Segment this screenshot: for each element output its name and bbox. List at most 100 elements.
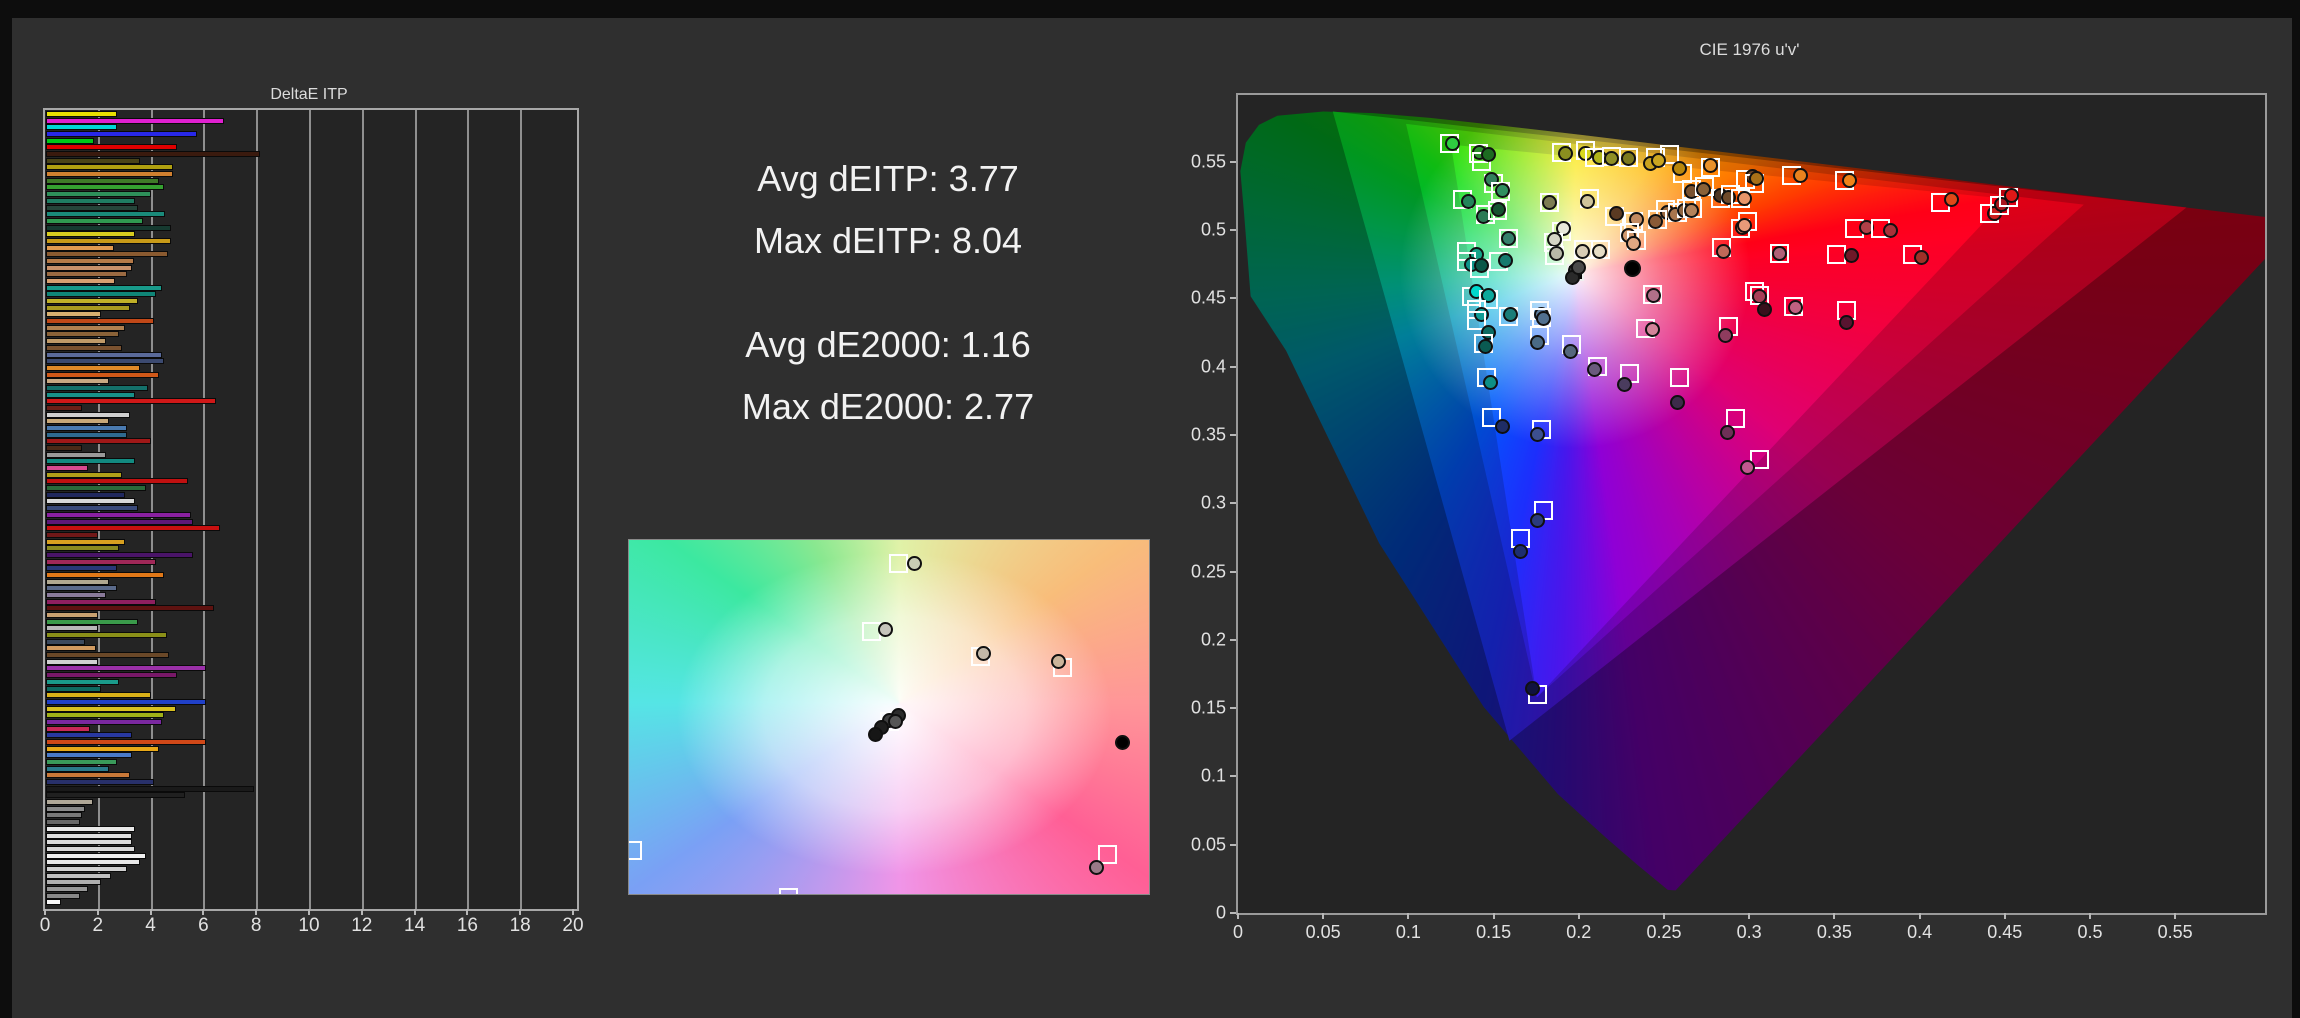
bar (46, 338, 107, 345)
target-square (1482, 407, 1502, 427)
tick-mark (1230, 365, 1236, 368)
bar (46, 224, 171, 231)
gridline (203, 110, 206, 909)
bar (46, 819, 80, 826)
bar (46, 498, 136, 505)
bar (46, 879, 101, 886)
bar (46, 144, 178, 151)
bar (46, 892, 80, 899)
bar (46, 424, 128, 431)
axis-tick-label: 12 (351, 915, 373, 936)
bar (46, 779, 154, 786)
measured-point (1530, 427, 1546, 443)
bar (46, 738, 207, 745)
bar (46, 117, 224, 124)
bar (46, 652, 170, 659)
measured-point (1603, 151, 1619, 167)
bar (46, 852, 146, 859)
bar (46, 384, 149, 391)
tick-mark (255, 909, 258, 915)
tick-mark (1230, 229, 1236, 231)
measured-point (1475, 208, 1491, 224)
bar (46, 592, 107, 598)
axis-tick-label: 0 (39, 915, 51, 936)
target-square (629, 841, 642, 860)
bar (46, 304, 130, 311)
bar (46, 672, 178, 679)
tick-mark (2003, 913, 2006, 919)
bar (46, 371, 159, 378)
tick-mark (1322, 913, 1325, 919)
max-deitp-value: Max dEITP: 8.04 (753, 220, 1023, 261)
bar (46, 618, 138, 625)
axis-tick-label: 0.45 (1190, 287, 1226, 308)
bar (46, 431, 128, 438)
bar (46, 545, 120, 552)
target-square (1540, 193, 1560, 213)
tick-mark (1748, 913, 1751, 919)
bar (46, 311, 101, 318)
bar (46, 839, 133, 846)
bar (46, 785, 254, 792)
max-de2000-value: Max dE2000: 2.77 (741, 386, 1035, 427)
bar (46, 565, 117, 572)
tick-mark (2174, 913, 2177, 919)
bar (46, 445, 83, 452)
measured-point (1530, 513, 1546, 529)
bar (46, 344, 122, 351)
cie-chart-title: CIE 1976 u'v' (1699, 40, 1800, 59)
bar (46, 505, 138, 512)
measured-point (1491, 202, 1507, 217)
axis-tick-label: 8 (250, 915, 262, 936)
measured-point (1748, 170, 1764, 186)
measured-point (1843, 248, 1859, 264)
gridline (520, 110, 523, 909)
measured-point (1716, 244, 1732, 260)
measured-point (1772, 245, 1788, 261)
bar (46, 184, 165, 191)
bar (46, 485, 146, 492)
bar (46, 364, 141, 371)
bar (46, 538, 125, 545)
measured-point (1913, 249, 1929, 265)
target-square (1726, 409, 1746, 428)
bar (46, 111, 117, 117)
tick-mark (1230, 433, 1236, 436)
measured-point (1542, 195, 1558, 211)
tick-mark (1492, 913, 1495, 919)
measured-point (1617, 376, 1633, 392)
measured-point (1838, 315, 1854, 331)
axis-tick-label: 0.4 (1907, 922, 1933, 942)
bar (46, 812, 83, 819)
tick-mark (1230, 638, 1236, 641)
bar (46, 859, 141, 866)
gridline (150, 110, 153, 909)
bar (46, 612, 99, 619)
stats-block-deitp: Avg dEITP: 3.77 Max dEITP: 8.04 (588, 148, 1188, 272)
bar (46, 318, 154, 325)
target-square (1499, 228, 1519, 248)
white-point-measurement (1571, 260, 1587, 276)
tick-mark (1833, 913, 1836, 919)
axis-tick-label: 0 (1215, 902, 1226, 923)
axis-tick-label: 4 (145, 915, 156, 936)
bar (46, 698, 207, 705)
measured-point (1480, 147, 1496, 163)
measured-point (1739, 460, 1755, 476)
bar (46, 712, 165, 719)
measured-point (1620, 151, 1636, 167)
bar (46, 404, 83, 411)
measured-point (1562, 344, 1578, 360)
measured-point (1944, 192, 1960, 208)
measured-point (1494, 419, 1510, 435)
axis-tick-label: 0.1 (1200, 765, 1226, 786)
gridline (309, 110, 311, 909)
measured-point (2004, 188, 2020, 204)
bar (46, 171, 174, 178)
tick-mark (1407, 913, 1410, 919)
axis-tick-label: 0.35 (1816, 922, 1852, 942)
bar (46, 558, 157, 565)
avg-de2000-value: Avg dE2000: 1.16 (745, 324, 1031, 365)
bar (46, 298, 138, 305)
measured-point (1115, 735, 1130, 750)
